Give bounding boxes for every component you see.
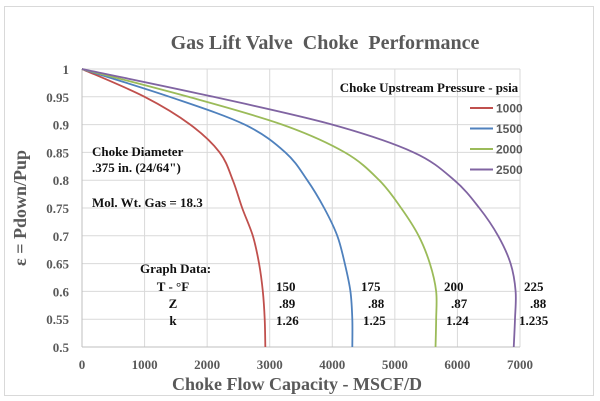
graph-data-col-1000: 150 .89 1.26 <box>276 279 299 328</box>
row-label-k: k <box>169 313 177 328</box>
graph-data-title: Graph Data: <box>140 261 211 276</box>
k-value: 1.26 <box>276 313 299 328</box>
x-tick-label: 4000 <box>319 357 345 372</box>
y-tick-label: 0.75 <box>46 201 69 216</box>
y-tick-label: 0.55 <box>46 312 69 327</box>
mol-wt-label: Mol. Wt. Gas = 18.3 <box>92 195 203 210</box>
legend-label-1500: 1500 <box>496 122 523 136</box>
series-line-1000 <box>81 68 267 348</box>
series-line-1500 <box>81 68 354 348</box>
k-value: 1.25 <box>363 313 386 328</box>
temp-value: 225 <box>524 279 544 294</box>
row-label-z: Z <box>169 296 178 311</box>
x-axis-label: Choke Flow Capacity - MSCF/D <box>172 374 422 394</box>
x-tick-label: 6000 <box>444 357 470 372</box>
chart-frame <box>4 6 594 396</box>
y-tick-label: 0.65 <box>46 257 69 272</box>
z-value: .88 <box>368 296 385 311</box>
graph-data-col-2500: 225 .88 1.235 <box>519 279 549 328</box>
temp-value: 150 <box>276 279 296 294</box>
x-tick-label: 0 <box>79 357 86 372</box>
choke-diameter-label: Choke Diameter <box>92 144 184 159</box>
y-axis-ticks: 1 0.95 0.9 0.85 0.8 0.75 0.7 0.65 0.6 0.55 0.5 <box>46 62 69 355</box>
x-tick-label: 1000 <box>132 357 158 372</box>
y-tick-label: 1 <box>63 62 70 77</box>
temp-value: 200 <box>444 279 464 294</box>
y-tick-label: 0.85 <box>46 145 69 160</box>
series-lines <box>81 68 517 348</box>
x-tick-label: 7000 <box>507 357 533 372</box>
z-value: .87 <box>451 296 468 311</box>
graph-data-col-1500: 175 .88 1.25 <box>361 279 386 328</box>
x-tick-label: 2000 <box>194 357 220 372</box>
chart-title: Gas Lift Valve Choke Performance <box>171 32 480 54</box>
k-value: 1.24 <box>446 313 469 328</box>
y-axis-label: ε = Pdown/Pup <box>10 150 30 266</box>
y-tick-label: 0.5 <box>53 340 70 355</box>
legend: Choke Upstream Pressure - psia 1000 1500 2… <box>340 80 523 177</box>
grid <box>81 68 521 348</box>
y-tick-label: 0.95 <box>46 90 69 105</box>
y-tick-label: 0.6 <box>53 284 70 299</box>
x-tick-label: 5000 <box>382 357 408 372</box>
z-value: .89 <box>279 296 296 311</box>
z-value: .88 <box>530 296 547 311</box>
temp-value: 175 <box>361 279 381 294</box>
legend-title: Choke Upstream Pressure - psia <box>340 80 519 95</box>
choke-diameter-value: .375 in. (24/64") <box>92 160 181 175</box>
legend-label-1000: 1000 <box>496 102 523 116</box>
legend-label-2000: 2000 <box>496 143 523 157</box>
x-axis-ticks: 0 1000 2000 3000 4000 5000 6000 7000 <box>79 357 533 372</box>
graph-data-col-2000: 200 .87 1.24 <box>444 279 469 328</box>
legend-label-2500: 2500 <box>496 163 523 177</box>
y-tick-label: 0.9 <box>53 118 70 133</box>
y-tick-label: 0.8 <box>53 173 70 188</box>
y-tick-label: 0.7 <box>53 229 70 244</box>
series-line-2500 <box>81 68 517 348</box>
x-tick-label: 3000 <box>257 357 283 372</box>
series-line-2000 <box>81 68 438 348</box>
k-value: 1.235 <box>519 313 549 328</box>
row-label-t: T - °F <box>157 279 189 294</box>
